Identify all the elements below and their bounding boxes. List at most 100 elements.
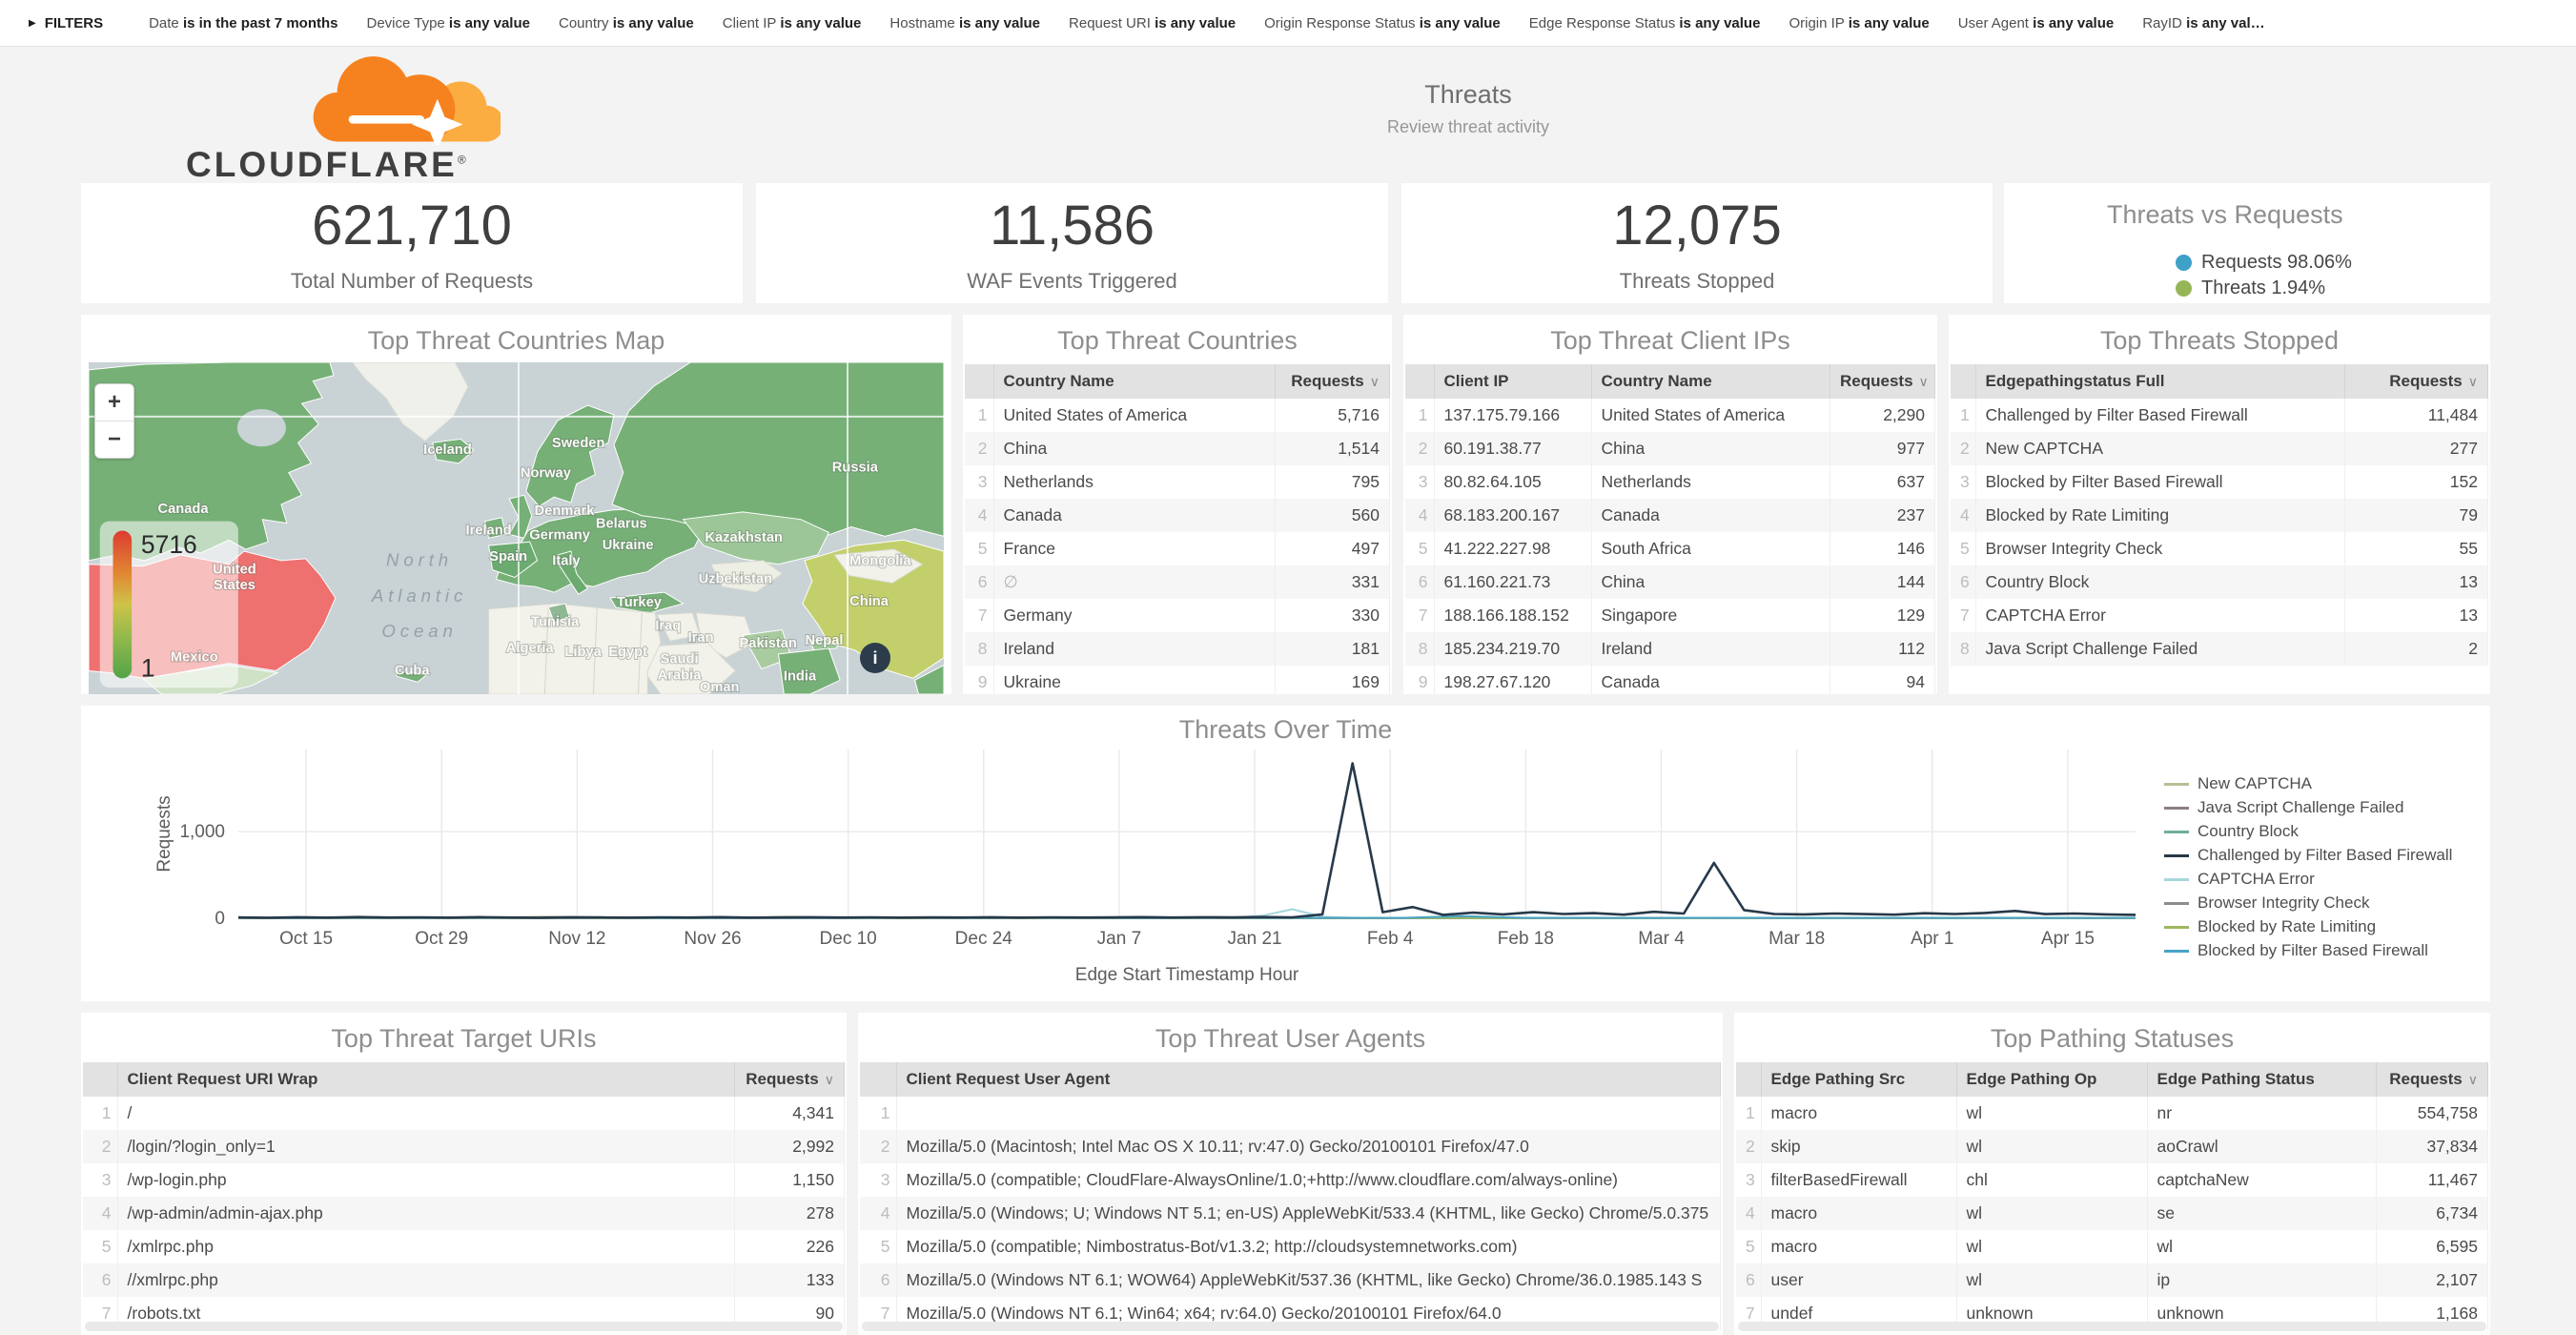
filter-item[interactable]: Hostname is any value	[889, 14, 1041, 31]
stat-value: 12,075	[1612, 194, 1782, 257]
table-cell: Germany	[993, 599, 1276, 632]
table-cell: Challenged by Filter Based Firewall	[1975, 399, 2345, 432]
filter-item[interactable]: RayID is any val…	[2142, 14, 2265, 31]
table-row: 3 80.82.64.105 Netherlands 637	[1405, 465, 1935, 499]
table-cell: 2	[965, 432, 994, 465]
chart-title: Threats Over Time	[1178, 715, 1393, 744]
map-country-label: Uzbekistan	[699, 571, 773, 586]
svg-text:Nov 26: Nov 26	[684, 929, 741, 949]
table-cell: 55	[2344, 532, 2488, 565]
table-cell: nr	[2147, 1097, 2377, 1130]
legend-item[interactable]: Challenged by Filter Based Firewall	[2164, 846, 2479, 865]
table-cell: 278	[734, 1197, 845, 1230]
svg-text:Nov 12: Nov 12	[548, 929, 605, 949]
table-cell: 5	[1736, 1230, 1762, 1263]
table-row: 8 Java Script Challenge Failed 2	[1951, 632, 2488, 666]
column-header	[965, 364, 994, 399]
legend-item[interactable]: Java Script Challenge Failed	[2164, 798, 2479, 817]
svg-text:1,000: 1,000	[179, 822, 225, 842]
horizontal-scrollbar[interactable]	[862, 1322, 1719, 1331]
table-row: 1/4,341	[83, 1097, 845, 1130]
filters-label: FILTERS	[44, 14, 104, 31]
filter-item[interactable]: Client IP is any value	[722, 14, 862, 31]
table-cell: 795	[1275, 465, 1390, 499]
svg-text:Dec 24: Dec 24	[955, 929, 1013, 949]
table-cell: wl	[1956, 1197, 2148, 1230]
legend-item[interactable]: CAPTCHA Error	[2164, 870, 2479, 889]
table-cell: ∅	[993, 565, 1276, 599]
legend-item[interactable]: Browser Integrity Check	[2164, 893, 2479, 913]
legend-line-icon	[2164, 782, 2189, 786]
panel-title: Top Threats Stopped	[2099, 326, 2340, 355]
table-cell: Netherlands	[1591, 465, 1830, 499]
table-cell: 13	[2344, 599, 2488, 632]
legend-item[interactable]: Blocked by Filter Based Firewall	[2164, 941, 2479, 960]
filter-item[interactable]: User Agent is any value	[1957, 14, 2115, 31]
filter-item[interactable]: Request URI is any value	[1069, 14, 1237, 31]
legend-item[interactable]: Threats 1.94%	[2176, 276, 2352, 301]
column-header: Edge Pathing Op	[1956, 1062, 2148, 1097]
column-header[interactable]: Requests ∨	[2344, 364, 2488, 399]
map-country-label: Oman	[700, 680, 740, 694]
top-threats-stopped-panel: Top Threats Stopped Edgepathingstatus Fu…	[1949, 315, 2490, 694]
column-header[interactable]: Requests ∨	[734, 1062, 845, 1097]
dashboard-title-block: Threats Review threat activity	[1182, 80, 1754, 137]
filter-item[interactable]: Origin IP is any value	[1789, 14, 1930, 31]
sort-chevron-icon: ∨	[1918, 374, 1929, 389]
top-threat-countries-panel: Top Threat Countries Country Name Request…	[963, 315, 1392, 694]
table-cell: Mozilla/5.0 (compatible; Nimbostratus-Bo…	[896, 1230, 1721, 1263]
filter-item[interactable]: Edge Response Status is any value	[1528, 14, 1761, 31]
threats-over-time-panel: Threats Over Time Oct 15 Oct 29 Nov 12 Nov …	[81, 706, 2490, 1001]
table-cell: 80.82.64.105	[1434, 465, 1592, 499]
table-cell: 2	[2344, 632, 2488, 666]
table-cell: ip	[2147, 1263, 2377, 1297]
legend-line-icon	[2164, 806, 2189, 810]
legend-item[interactable]: New CAPTCHA	[2164, 774, 2479, 793]
filter-item[interactable]: Device Type is any value	[366, 14, 530, 31]
legend-item[interactable]: Requests 98.06%	[2176, 250, 2352, 276]
table-row: 2 China 1,514	[965, 432, 1390, 465]
table-cell: 3	[1736, 1163, 1762, 1197]
column-header[interactable]: Requests ∨	[1830, 364, 1935, 399]
map-country-label: Ukraine	[603, 538, 654, 553]
filters-toggle[interactable]: ▶ FILTERS	[29, 15, 103, 31]
column-header[interactable]: Requests ∨	[1275, 364, 1390, 399]
zoom-in-button[interactable]: +	[107, 389, 121, 415]
legend-line-icon	[2164, 853, 2189, 857]
table-cell: 8	[965, 632, 994, 666]
table-cell: macro	[1761, 1097, 1957, 1130]
cloudflare-logo: CLOUDFLARE®	[186, 50, 510, 184]
cloudflare-wordmark: CLOUDFLARE®	[186, 145, 469, 184]
table-row: 6//xmlrpc.php 133	[83, 1263, 845, 1297]
horizontal-scrollbar[interactable]	[85, 1322, 843, 1331]
filter-item[interactable]: Origin Response Status is any value	[1264, 14, 1501, 31]
table-row: 4 macro wl se 6,734	[1736, 1197, 2488, 1230]
zoom-out-button[interactable]: −	[95, 421, 133, 458]
table-row: 4 Mozilla/5.0 (Windows; U; Windows NT 5.1…	[860, 1197, 1721, 1230]
legend-line-icon	[2164, 949, 2189, 953]
map-country-label: Ireland	[465, 523, 511, 538]
map-country-label: Pakistan	[739, 636, 796, 651]
table-cell: 2,992	[734, 1130, 845, 1163]
table-cell: aoCrawl	[2147, 1130, 2377, 1163]
sort-chevron-icon: ∨	[2467, 1072, 2478, 1087]
table-cell: New CAPTCHA	[1975, 432, 2345, 465]
svg-text:Mar 18: Mar 18	[1768, 929, 1825, 949]
table-cell: 11,484	[2344, 399, 2488, 432]
data-table: Country Name Requests ∨ 1 United States of A…	[965, 364, 1390, 694]
horizontal-scrollbar[interactable]	[1738, 1322, 2486, 1331]
filter-item[interactable]: Date is in the past 7 months	[149, 14, 338, 31]
table-row: 7 188.166.188.152 Singapore 129	[1405, 599, 1935, 632]
map-country-label: United States	[213, 563, 256, 594]
legend-item[interactable]: Country Block	[2164, 822, 2479, 841]
filter-item[interactable]: Country is any value	[558, 14, 694, 31]
data-table: Client Request User Agent 1 2 Mozilla/5.0 (…	[860, 1062, 1721, 1330]
table-cell: 330	[1275, 599, 1390, 632]
column-header[interactable]: Requests ∨	[2376, 1062, 2488, 1097]
legend-item[interactable]: Blocked by Rate Limiting	[2164, 917, 2479, 936]
stat-threats-stopped: 12,075 Threats Stopped	[1401, 183, 1993, 303]
stat-total-requests: 621,710 Total Number of Requests	[81, 183, 743, 303]
panel-title: Top Threat User Agents	[1155, 1024, 1426, 1053]
map-info-button[interactable]: i	[860, 643, 890, 673]
panel-title: Top Pathing Statuses	[1990, 1024, 2235, 1053]
